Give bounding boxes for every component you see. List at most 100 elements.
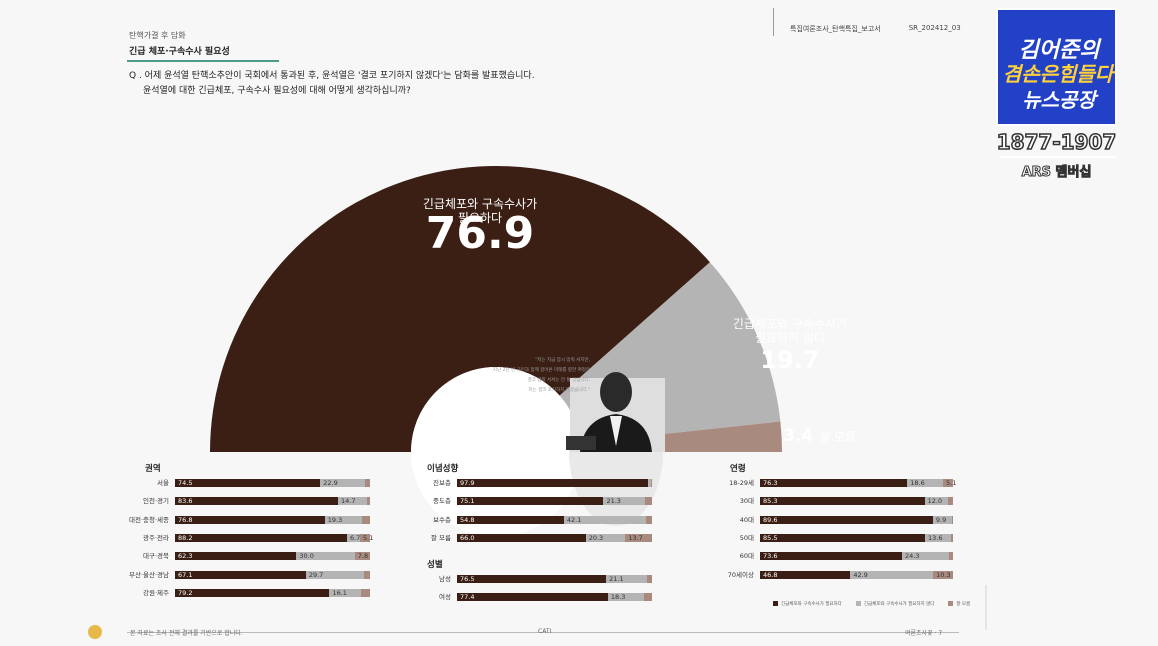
chart-center-hole [411,367,581,537]
bar-value-label: 73.6 [763,552,778,561]
bar-segment: 30.0 [296,552,355,561]
legend-text: 긴급체포와 구속수사가 필요하지 않다 [863,602,935,607]
bar-segment: 5.1 [360,533,374,542]
bar-row: 서울 74.5 22.9 [157,479,370,488]
survey-question: Q . 어제 윤석열 탄핵소추안이 국회에서 통과된 후, 윤석열은 '결코 포… [129,69,535,99]
bar-segment: 97.9 [457,479,648,487]
bar-value-label: 30.0 [299,552,314,561]
bar-value-label: 67.1 [178,570,193,579]
bar-category-label: 잘 모름 [430,533,451,542]
bar-value-label: 79.2 [178,588,193,597]
bar-row: 30대 85.3 12.0 [740,497,953,506]
bar-segment [948,552,953,561]
bar-segment: 74.5 [175,479,321,487]
bar-value-label: 5.1 [946,479,957,487]
bar-segment: 20.3 [585,533,626,542]
phone-caption: ARS 멤버십 [1021,165,1092,181]
bar-category-label: 부산·울산·경남 [128,570,169,579]
bar-segment: 76.8 [175,515,325,524]
bar-segment [363,570,370,579]
bar-segment: 73.6 [760,552,903,561]
bar-value-label: 7.8 [357,552,369,561]
bar-segment: 16.1 [329,588,361,597]
slice-label-not-need: 긴급체포와 구속수사가 필요하지 않다 [690,317,890,345]
bar-value-label: 5.1 [363,533,374,542]
bar-segment: 42.1 [563,515,646,524]
bar-row: 강원·제주 79.2 16.1 [143,588,370,598]
bar-segment: 13.7 [625,533,652,542]
slice-value-need: 76.9 [425,208,535,259]
speaker-photo [566,372,665,526]
bar-segment: 67.1 [175,570,306,579]
slice-value-not-need: 19.7 [760,346,820,374]
speech-quote: "저는 지금 잠시 멈춰 서지만, 지난 2년 반 국민과 함께 걸어온 미래를… [455,356,590,396]
bar-segment: 29.7 [305,570,364,579]
bar-segment: 75.1 [457,497,604,506]
legend-text: 잘 모름 [956,602,971,607]
bar-value-label: 62.3 [178,552,193,561]
bar-value-label: 29.7 [308,570,324,579]
footer-note: 본 자료는 조사 전체 결과를 기반으로 합니다. [130,630,243,637]
bar-segment [650,479,652,487]
question-line-1: Q . 어제 윤석열 탄핵소추안이 국회에서 통과된 후, 윤석열은 '결코 포… [129,71,535,81]
bar-segment: 66.0 [457,533,586,542]
channel-logo [996,8,1117,126]
bar-value-label: 21.1 [609,575,624,583]
bar-value-label: 9.9 [935,515,947,524]
bar-value-label: 89.6 [763,515,778,524]
bar-segment [947,497,953,506]
bar-value-label: 97.9 [460,479,475,487]
doc-code: SR_202412_03 [908,24,961,32]
bar-row: 잘 모름 66.0 20.3 13.7 [431,533,652,543]
channel-logo-line-2: 겸손은힘들다 [1002,62,1114,86]
bar-segment: 22.9 [320,479,365,487]
bar-row: 광주·전라 88.2 6.7 5.1 [143,533,374,543]
bar-category-label: 진보층 [433,479,451,487]
bar-segment [366,497,370,506]
quote-line: 지난 2년 반 국민과 함께 걸어온 미래를 향한 여정은 [492,368,590,373]
bar-value-label: 76.3 [763,479,778,487]
bar-value-label: 12.0 [927,497,943,506]
doc-name: 특집여론조사_탄핵특집_보고서 [790,25,881,33]
bar-segment: 79.2 [175,588,330,597]
bar-category-label: 대전·충청·세종 [128,515,169,524]
bar-row: 보수층 54.8 42.1 [433,515,652,525]
slice-label-line: 필요하다 [457,211,503,225]
bar-segment: 21.3 [603,497,645,506]
bar-category-label: 30대 [739,497,754,506]
slice-label-unknown: 3.4 잘 모름 [783,426,856,446]
bar-row: 부산·울산·경남 67.1 29.7 [129,570,370,580]
bar-value-label: 88.2 [178,533,193,542]
slice-label-line: 필요하지 않다 [754,331,826,345]
bar-value-label: 18.3 [610,593,626,602]
slice-label-need: 긴급체포와 구속수사가 필요하다 [370,197,590,225]
bar-value-label: 54.8 [460,515,475,524]
bar-segment: 7.8 [354,552,370,561]
bar-segment [644,497,652,506]
bar-value-label: 75.1 [460,497,475,506]
bar-row: 인천·경기 83.6 14.7 [143,497,370,506]
bar-segment: 12.0 [924,497,948,506]
bar-row: 50대 85.5 13.6 [740,533,953,543]
bar-segment [643,593,652,602]
bar-value-label: 83.6 [178,497,193,506]
bar-row: 중도층 75.1 21.3 [433,497,652,506]
bar-segment: 76.5 [457,575,607,583]
bar-value-label: 14.7 [341,497,356,506]
slice-text-unknown: 잘 모름 [819,430,857,444]
panel-title: 연령 [730,464,746,474]
chart-legend: 긴급체포와 구속수사가 필요하다 긴급체포와 구속수사가 필요하지 않다 잘 모… [773,601,970,607]
bar-value-label: 85.5 [763,533,778,542]
bar-segment: 83.6 [175,497,339,506]
bar-segment: 10.3 [933,570,953,579]
bar-category-label: 40대 [739,515,754,524]
bar-segment: 13.6 [925,533,952,542]
channel-logo-line-3: 뉴스공장 [1022,88,1096,112]
bar-value-label: 46.8 [763,570,778,579]
panel-title: 권역 [145,464,161,474]
slice-need [210,166,710,452]
bar-category-label: 대구·경북 [143,552,169,561]
bar-segment: 62.3 [175,552,297,561]
bar-segment: 18.3 [607,593,644,602]
slice-label-line: 긴급체포와 구속수사가 [422,197,538,211]
